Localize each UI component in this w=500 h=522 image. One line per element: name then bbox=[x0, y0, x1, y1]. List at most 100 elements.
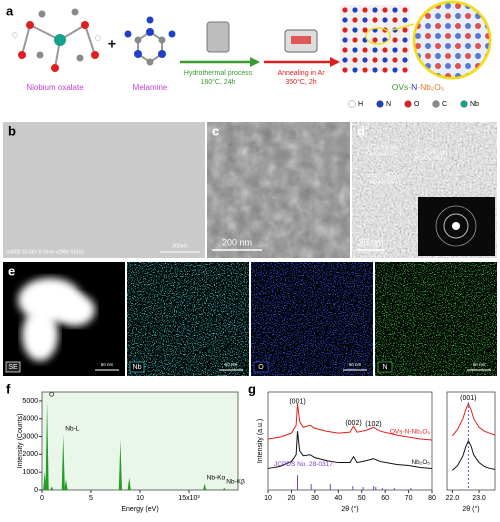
scale-label: 20 nm bbox=[358, 237, 383, 247]
lattice-atom bbox=[382, 67, 388, 73]
spectrum-peak bbox=[118, 440, 122, 490]
lattice-atom bbox=[455, 33, 461, 39]
legend-label: H bbox=[358, 101, 363, 108]
step-condition: 350°C, 2h bbox=[285, 78, 316, 86]
lattice-atom bbox=[415, 73, 421, 77]
x-tick-label: 0 bbox=[40, 495, 44, 502]
panel-label: d bbox=[357, 123, 365, 138]
lattice-atom bbox=[402, 37, 408, 43]
zoom-connector bbox=[391, 23, 415, 31]
lattice-atom bbox=[372, 57, 378, 63]
y-tick-label: 2000 bbox=[22, 451, 38, 458]
scale-label: 60 nm bbox=[349, 362, 362, 367]
lattice-spacing: d = 0.392 nm bbox=[415, 149, 448, 155]
y-tick-label: 1000 bbox=[22, 469, 38, 476]
y-tick-label: 5000 bbox=[22, 398, 38, 405]
lattice-atom bbox=[425, 13, 431, 19]
spectrum-peak bbox=[50, 486, 54, 490]
spectrum-peak bbox=[43, 472, 47, 490]
xrd-line bbox=[451, 439, 496, 471]
lattice-atom bbox=[415, 63, 421, 69]
x-tick-label: 10 bbox=[136, 495, 144, 502]
lattice-atom bbox=[435, 43, 441, 49]
peak-label: (002) bbox=[345, 420, 361, 427]
lattice-plane: Nb₂O₅ (001) bbox=[366, 151, 396, 157]
spectrum-peak bbox=[45, 400, 49, 490]
lattice-atom bbox=[455, 3, 461, 9]
lattice-atom bbox=[465, 43, 471, 49]
x-tick-label: 15x10³ bbox=[178, 495, 200, 502]
legend-label: N bbox=[386, 101, 391, 108]
lattice-atom bbox=[455, 53, 461, 59]
scale-label: 60 nm bbox=[225, 362, 238, 367]
map-label-box bbox=[253, 361, 269, 373]
melamine-molecule bbox=[124, 16, 176, 66]
lattice-atom bbox=[445, 63, 451, 69]
peak-label: O bbox=[49, 392, 54, 399]
lattice-atom bbox=[372, 37, 378, 43]
reference-label: JCPDS No. 28-0317 bbox=[274, 461, 333, 468]
peak-label: Nb-Kα bbox=[207, 474, 226, 481]
map-label-box bbox=[377, 361, 393, 373]
lattice-atom bbox=[342, 67, 348, 73]
lattice-atom bbox=[352, 57, 358, 63]
x-tick-label: 70 bbox=[405, 495, 413, 502]
scale-label: 60 nm bbox=[473, 362, 486, 367]
x-tick-label: 10 bbox=[264, 495, 272, 502]
peak-label: Nb-Kβ bbox=[226, 479, 245, 486]
spectrum-peak bbox=[203, 483, 207, 490]
lattice-atom bbox=[475, 3, 481, 9]
lattice-atom bbox=[465, 23, 471, 29]
xrd-line bbox=[451, 402, 496, 437]
spectrum-peak bbox=[127, 477, 131, 490]
map-signal bbox=[251, 262, 373, 376]
lattice-atom bbox=[382, 17, 388, 23]
niobium-oxalate-molecule bbox=[12, 8, 101, 72]
x-tick-label: 23.0 bbox=[472, 495, 486, 502]
lattice-atom bbox=[445, 43, 451, 49]
lattice-atom bbox=[382, 47, 388, 53]
lattice-atom bbox=[435, 23, 441, 29]
legend-label: C bbox=[442, 101, 447, 108]
lattice-atom bbox=[402, 47, 408, 53]
lattice-atom bbox=[435, 13, 441, 19]
x-tick-label: 50 bbox=[358, 495, 366, 502]
lattice-atom bbox=[465, 33, 471, 39]
y-tick-label: 4000 bbox=[22, 416, 38, 423]
se-particle bbox=[22, 309, 58, 361]
legend-swatch bbox=[432, 100, 440, 108]
lattice-atom bbox=[425, 73, 431, 77]
lattice-atom bbox=[415, 43, 421, 49]
plot-area bbox=[446, 391, 496, 491]
lattice-atom bbox=[392, 57, 398, 63]
series-label: OVs-N-Nb₂O₅ bbox=[390, 429, 431, 436]
lattice-atom bbox=[392, 67, 398, 73]
lattice-atom bbox=[485, 3, 489, 9]
peak-label: (102) bbox=[365, 421, 381, 428]
lattice-atom bbox=[465, 63, 471, 69]
lattice-plane: Nb₂O₅ (001) bbox=[415, 155, 445, 161]
x-tick-label: 20 bbox=[288, 495, 296, 502]
lattice-atom bbox=[342, 57, 348, 63]
panel-label: b bbox=[8, 123, 16, 138]
lattice-atom bbox=[435, 53, 441, 59]
panel-label: e bbox=[8, 263, 15, 278]
lattice-spacing: d = 0.393 nm bbox=[366, 145, 399, 151]
precursor-label: Melamine bbox=[133, 83, 168, 92]
lattice-atom bbox=[342, 27, 348, 33]
lattice-atom bbox=[425, 33, 431, 39]
lattice-atom bbox=[342, 17, 348, 23]
lattice-atom bbox=[475, 33, 481, 39]
lattice-atom bbox=[362, 57, 368, 63]
lattice-atom bbox=[372, 47, 378, 53]
legend-label: Nb bbox=[470, 101, 479, 108]
lattice-atom bbox=[352, 7, 358, 13]
legend-swatch bbox=[404, 100, 412, 108]
map-label-box bbox=[129, 361, 145, 373]
lattice-atom bbox=[372, 7, 378, 13]
lattice-atom bbox=[475, 23, 481, 29]
lattice-atom bbox=[455, 73, 461, 77]
lattice-atom bbox=[402, 7, 408, 13]
